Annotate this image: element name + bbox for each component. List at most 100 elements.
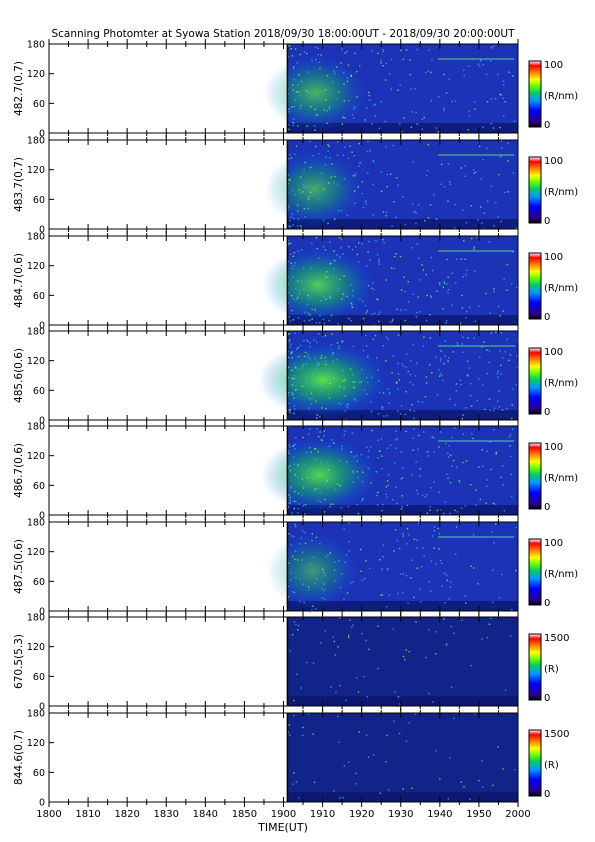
colorbar <box>528 729 542 797</box>
x-tick-label: 1840 <box>193 809 218 820</box>
y-tick-label: 180 <box>27 613 45 624</box>
y-tick-label: 180 <box>27 518 45 529</box>
speckle-noise <box>289 617 512 708</box>
colorbar-max-label: 100 <box>544 156 563 167</box>
y-tick-label: 180 <box>27 136 45 147</box>
colorbar <box>528 442 542 510</box>
colorbar-min-label: 0 <box>544 598 550 609</box>
colorbar-unit-label: (R/nm) <box>544 569 578 580</box>
panel-ylabel: 486.7(0.6) <box>13 443 25 498</box>
colorbar-unit-label: (R/nm) <box>544 187 578 198</box>
speckle-noise <box>287 236 518 327</box>
aurora-glow <box>262 247 375 323</box>
dark-band <box>287 601 518 611</box>
colorbar-min-label: 0 <box>544 502 550 513</box>
dark-band <box>287 219 518 229</box>
panel-x-ticks <box>48 421 519 520</box>
panel-x-ticks <box>48 39 519 138</box>
colorbar-max-label: 100 <box>544 60 563 71</box>
x-tick-label: 1900 <box>271 809 296 820</box>
colorbar <box>528 633 542 701</box>
y-tick-label: 0 <box>39 129 45 140</box>
panel-x-ticks <box>48 708 519 807</box>
aurora-glow <box>266 533 359 609</box>
y-tick-label: 180 <box>27 327 45 338</box>
colorbar-max-label: 100 <box>544 252 563 263</box>
colorbar-unit-label: (R/nm) <box>544 473 578 484</box>
speckle-noise <box>287 522 519 613</box>
x-tick-label: 1910 <box>310 809 335 820</box>
x-axis-label: TIME(UT) <box>257 821 308 834</box>
aurora-glow <box>265 151 364 227</box>
y-tick-label: 180 <box>27 40 45 51</box>
aurora-glow <box>261 437 378 513</box>
y-tick-label: 120 <box>27 451 45 462</box>
y-tick-label: 180 <box>27 422 45 433</box>
panel-ylabel: 670.5(5.3) <box>13 634 25 689</box>
y-tick-label: 60 <box>33 481 45 492</box>
colorbar-unit-label: (R) <box>544 760 559 771</box>
colorbar-min-label: 0 <box>544 312 550 323</box>
colorbar-min-label: 0 <box>544 120 550 131</box>
colorbar-max-label: 1500 <box>544 633 569 644</box>
y-tick-label: 0 <box>39 702 45 713</box>
x-tick-label: 1810 <box>75 809 100 820</box>
y-tick-label: 120 <box>27 261 45 272</box>
speckle-noise <box>287 45 516 133</box>
panel-ylabel: 487.5(0.6) <box>13 539 25 594</box>
x-tick-label: 1850 <box>232 809 257 820</box>
colorbar-unit-label: (R/nm) <box>544 378 578 389</box>
colorbar-min-label: 0 <box>544 789 550 800</box>
dark-band <box>287 315 518 325</box>
y-tick-label: 0 <box>39 798 45 809</box>
y-tick-label: 60 <box>33 291 45 302</box>
dark-band <box>287 410 518 420</box>
x-tick-label: 1930 <box>388 809 413 820</box>
aurora-glow <box>264 55 367 131</box>
y-tick-label: 180 <box>27 709 45 720</box>
y-tick-label: 60 <box>33 577 45 588</box>
data-region <box>287 617 518 706</box>
y-tick-label: 60 <box>33 768 45 779</box>
x-tick-label: 1830 <box>154 809 179 820</box>
speckle-noise <box>287 713 516 800</box>
y-tick-label: 60 <box>33 99 45 110</box>
y-tick-label: 0 <box>39 321 45 332</box>
x-tick-label: 2000 <box>505 809 530 820</box>
colorbar <box>528 538 542 606</box>
dark-band <box>287 792 518 802</box>
panel-ylabel: 484.7(0.6) <box>13 253 25 308</box>
x-tick-label: 1950 <box>466 809 491 820</box>
x-tick-label: 1800 <box>36 809 61 820</box>
y-tick-label: 120 <box>27 356 45 367</box>
colorbar-min-label: 0 <box>544 693 550 704</box>
panel-ylabel: 485.6(0.6) <box>13 348 25 403</box>
x-tick-label: 1820 <box>114 809 139 820</box>
y-tick-label: 120 <box>27 547 45 558</box>
y-tick-label: 0 <box>39 511 45 522</box>
dark-band <box>287 696 518 706</box>
y-tick-label: 60 <box>33 672 45 683</box>
y-tick-label: 0 <box>39 607 45 618</box>
speckle-noise <box>287 331 519 421</box>
colorbar-max-label: 100 <box>544 442 563 453</box>
y-tick-label: 60 <box>33 386 45 397</box>
colorbar <box>528 252 542 320</box>
x-axis: 1800 1810 1820 1830 1840 1850 1900 1910 1920 1930… <box>36 809 530 820</box>
x-tick-label: 1920 <box>349 809 374 820</box>
colorbar-max-label: 100 <box>544 347 563 358</box>
y-tick-label: 120 <box>27 738 45 749</box>
panel-x-ticks <box>48 517 519 616</box>
speckle-noise <box>287 426 520 515</box>
y-tick-label: 120 <box>27 69 45 80</box>
y-tick-label: 0 <box>39 225 45 236</box>
data-region <box>287 713 518 802</box>
y-tick-label: 120 <box>27 642 45 653</box>
